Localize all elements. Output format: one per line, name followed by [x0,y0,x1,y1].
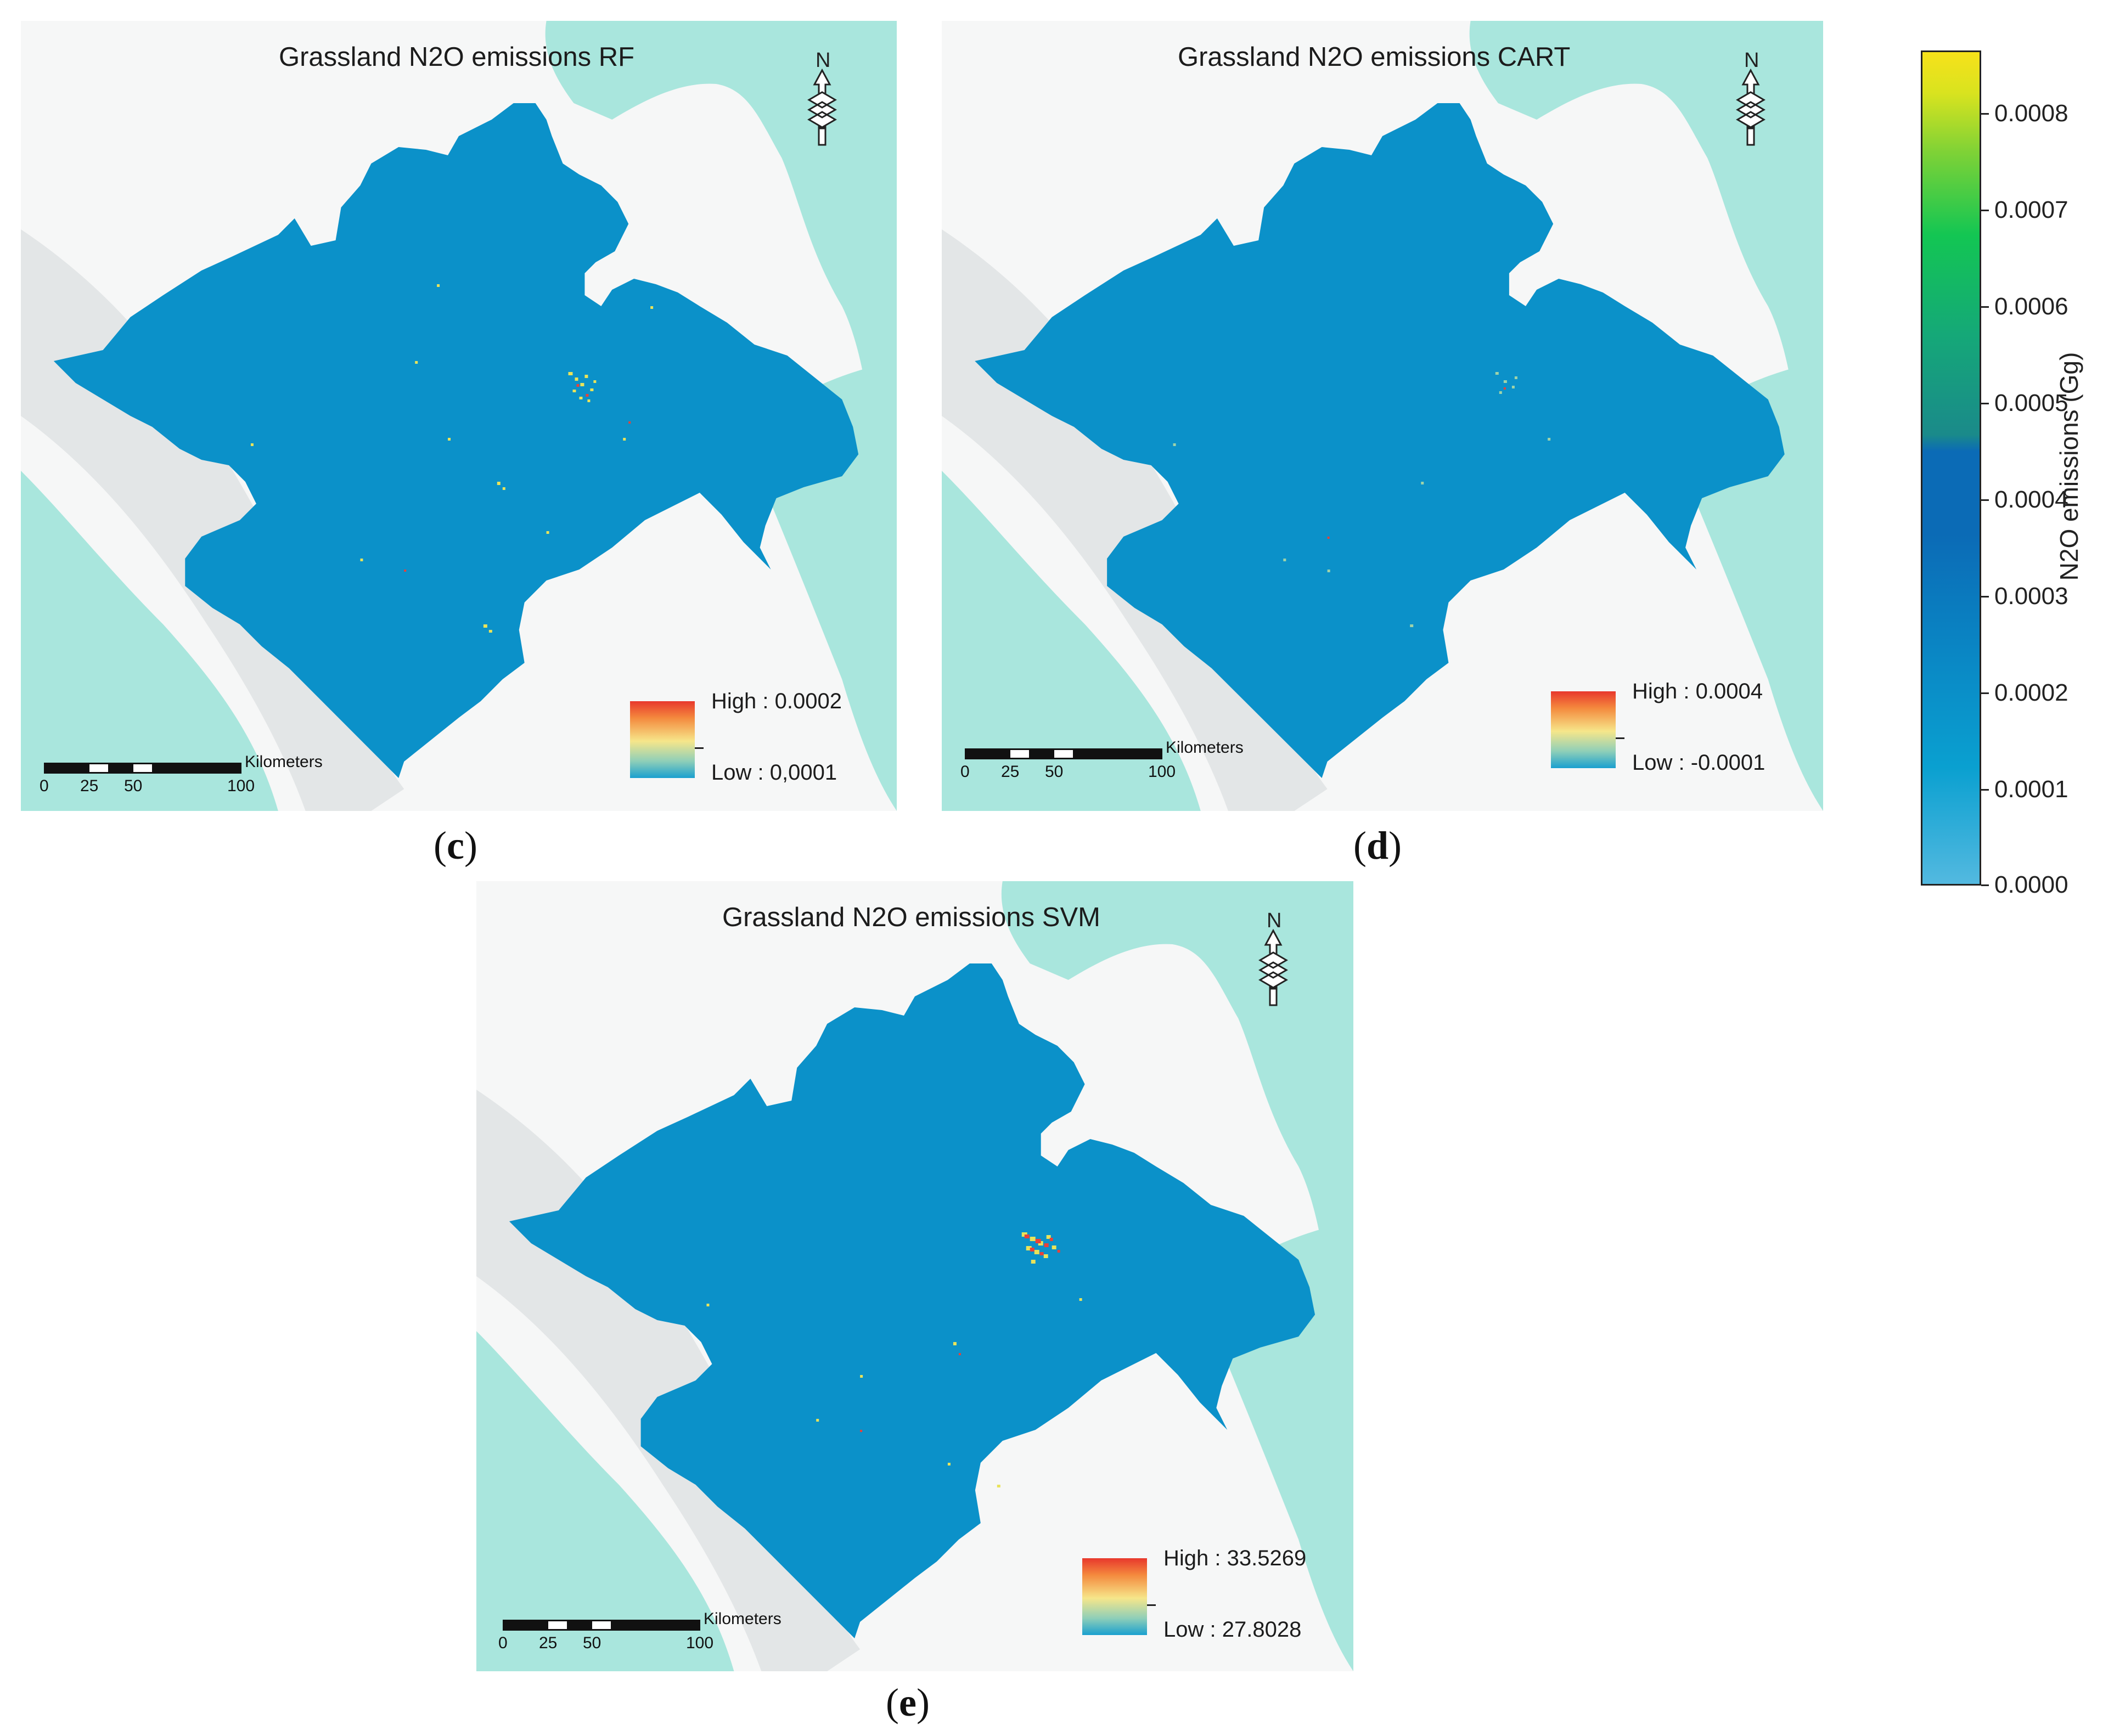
legend-high: High : 33.5269 [1163,1546,1307,1570]
north-label: N [1267,909,1281,932]
region-shape [975,103,1785,778]
scale-tick: 25 [539,1634,558,1652]
map-panel-cart: Grassland N2O emissions CART N High : 0.… [942,21,1823,811]
scale-tick: 0 [960,763,970,781]
colorbar-tick [1981,789,1989,791]
north-label: N [816,49,830,72]
colorbar-label: 0.0006 [1994,293,2068,320]
scale-tick: 0 [498,1634,508,1652]
legend-gradient [630,701,695,778]
scale-tick: 50 [1045,763,1064,781]
sea-left [21,471,278,811]
map-svm [476,881,1353,1671]
north-arrow: N [1251,905,1295,1010]
colorbar-label: 0.0008 [1994,100,2068,127]
colorbar-tick [1981,884,1989,886]
panel-label-e: (e) [886,1681,930,1724]
colorbar-label: 0.0005 [1994,390,2068,416]
north-arrow: N [800,45,844,149]
hotspot-cluster [250,284,654,633]
colorbar-label: 0.0004 [1994,486,2068,513]
scale-tick: 50 [583,1634,601,1652]
colorbar-tick [1981,306,1989,308]
colorbar-label: 0.0000 [1994,871,2068,898]
legend-gradient [1551,691,1616,768]
sea-left [942,471,1201,811]
north-arrow-icon: N [1258,909,1288,1006]
map-panel-rf: Grassland N2O emissions RF N High : 0.00… [21,21,897,811]
colorbar [1921,50,1981,886]
scale-tick: 100 [227,777,255,795]
region-shape [509,963,1315,1638]
scale-tick: 50 [124,777,143,795]
region-shape [53,103,859,778]
legend-low: Low : 0,0001 [711,760,837,785]
legend-low: Low : -0.0001 [1632,751,1766,775]
scale-unit: Kilometers [1166,739,1244,757]
legend-high: High : 0.0004 [1632,679,1763,703]
scale-tick: 100 [686,1634,714,1652]
legend-gradient [1082,1558,1147,1635]
map-title: Grassland N2O emissions RF [279,42,635,72]
map-title: Grassland N2O emissions SVM [722,903,1100,932]
colorbar-tick [1981,596,1989,598]
legend-high: High : 0.0002 [711,689,842,713]
map-title: Grassland N2O emissions CART [1178,42,1571,72]
colorbar-tick [1981,403,1989,404]
map-panel-svm: Grassland N2O emissions SVM N High : 33.… [476,881,1353,1671]
colorbar-tick [1981,113,1989,115]
hotspot-red [1327,387,1506,539]
scale-unit: Kilometers [245,753,323,771]
colorbar-label: 0.0001 [1994,776,2068,803]
hotspot-cluster [1173,372,1551,627]
colorbar-label: 0.0002 [1994,679,2068,706]
legend-low: Low : 27.8028 [1163,1617,1302,1642]
north-arrow: N [1729,45,1773,149]
hotspot-red [404,384,631,572]
sea-left [476,1331,734,1671]
colorbar-tick [1981,210,1989,211]
colorbar-tick [1981,499,1989,501]
north-label: N [1744,49,1759,72]
scale-tick: 25 [1001,763,1020,781]
colorbar-label: 0.0003 [1994,583,2068,610]
map-rf [21,21,897,811]
scale-tick: 100 [1148,763,1176,781]
scale-tick: 0 [40,777,49,795]
legend-tick [695,747,704,749]
legend-tick [1147,1604,1156,1606]
colorbar-title: N2O emissions (Gg) [2055,352,2083,581]
north-arrow-icon: N [1736,49,1766,146]
colorbar-label: 0.0007 [1994,196,2068,223]
legend-tick [1616,737,1624,739]
hotspot-red [860,1235,1060,1432]
north-arrow-icon: N [807,49,837,146]
panel-label-c: (c) [434,824,477,867]
map-cart [942,21,1823,811]
scale-unit: Kilometers [704,1610,781,1628]
scale-tick: 25 [80,777,99,795]
panel-label-d: (d) [1353,824,1402,867]
colorbar-tick [1981,692,1989,694]
